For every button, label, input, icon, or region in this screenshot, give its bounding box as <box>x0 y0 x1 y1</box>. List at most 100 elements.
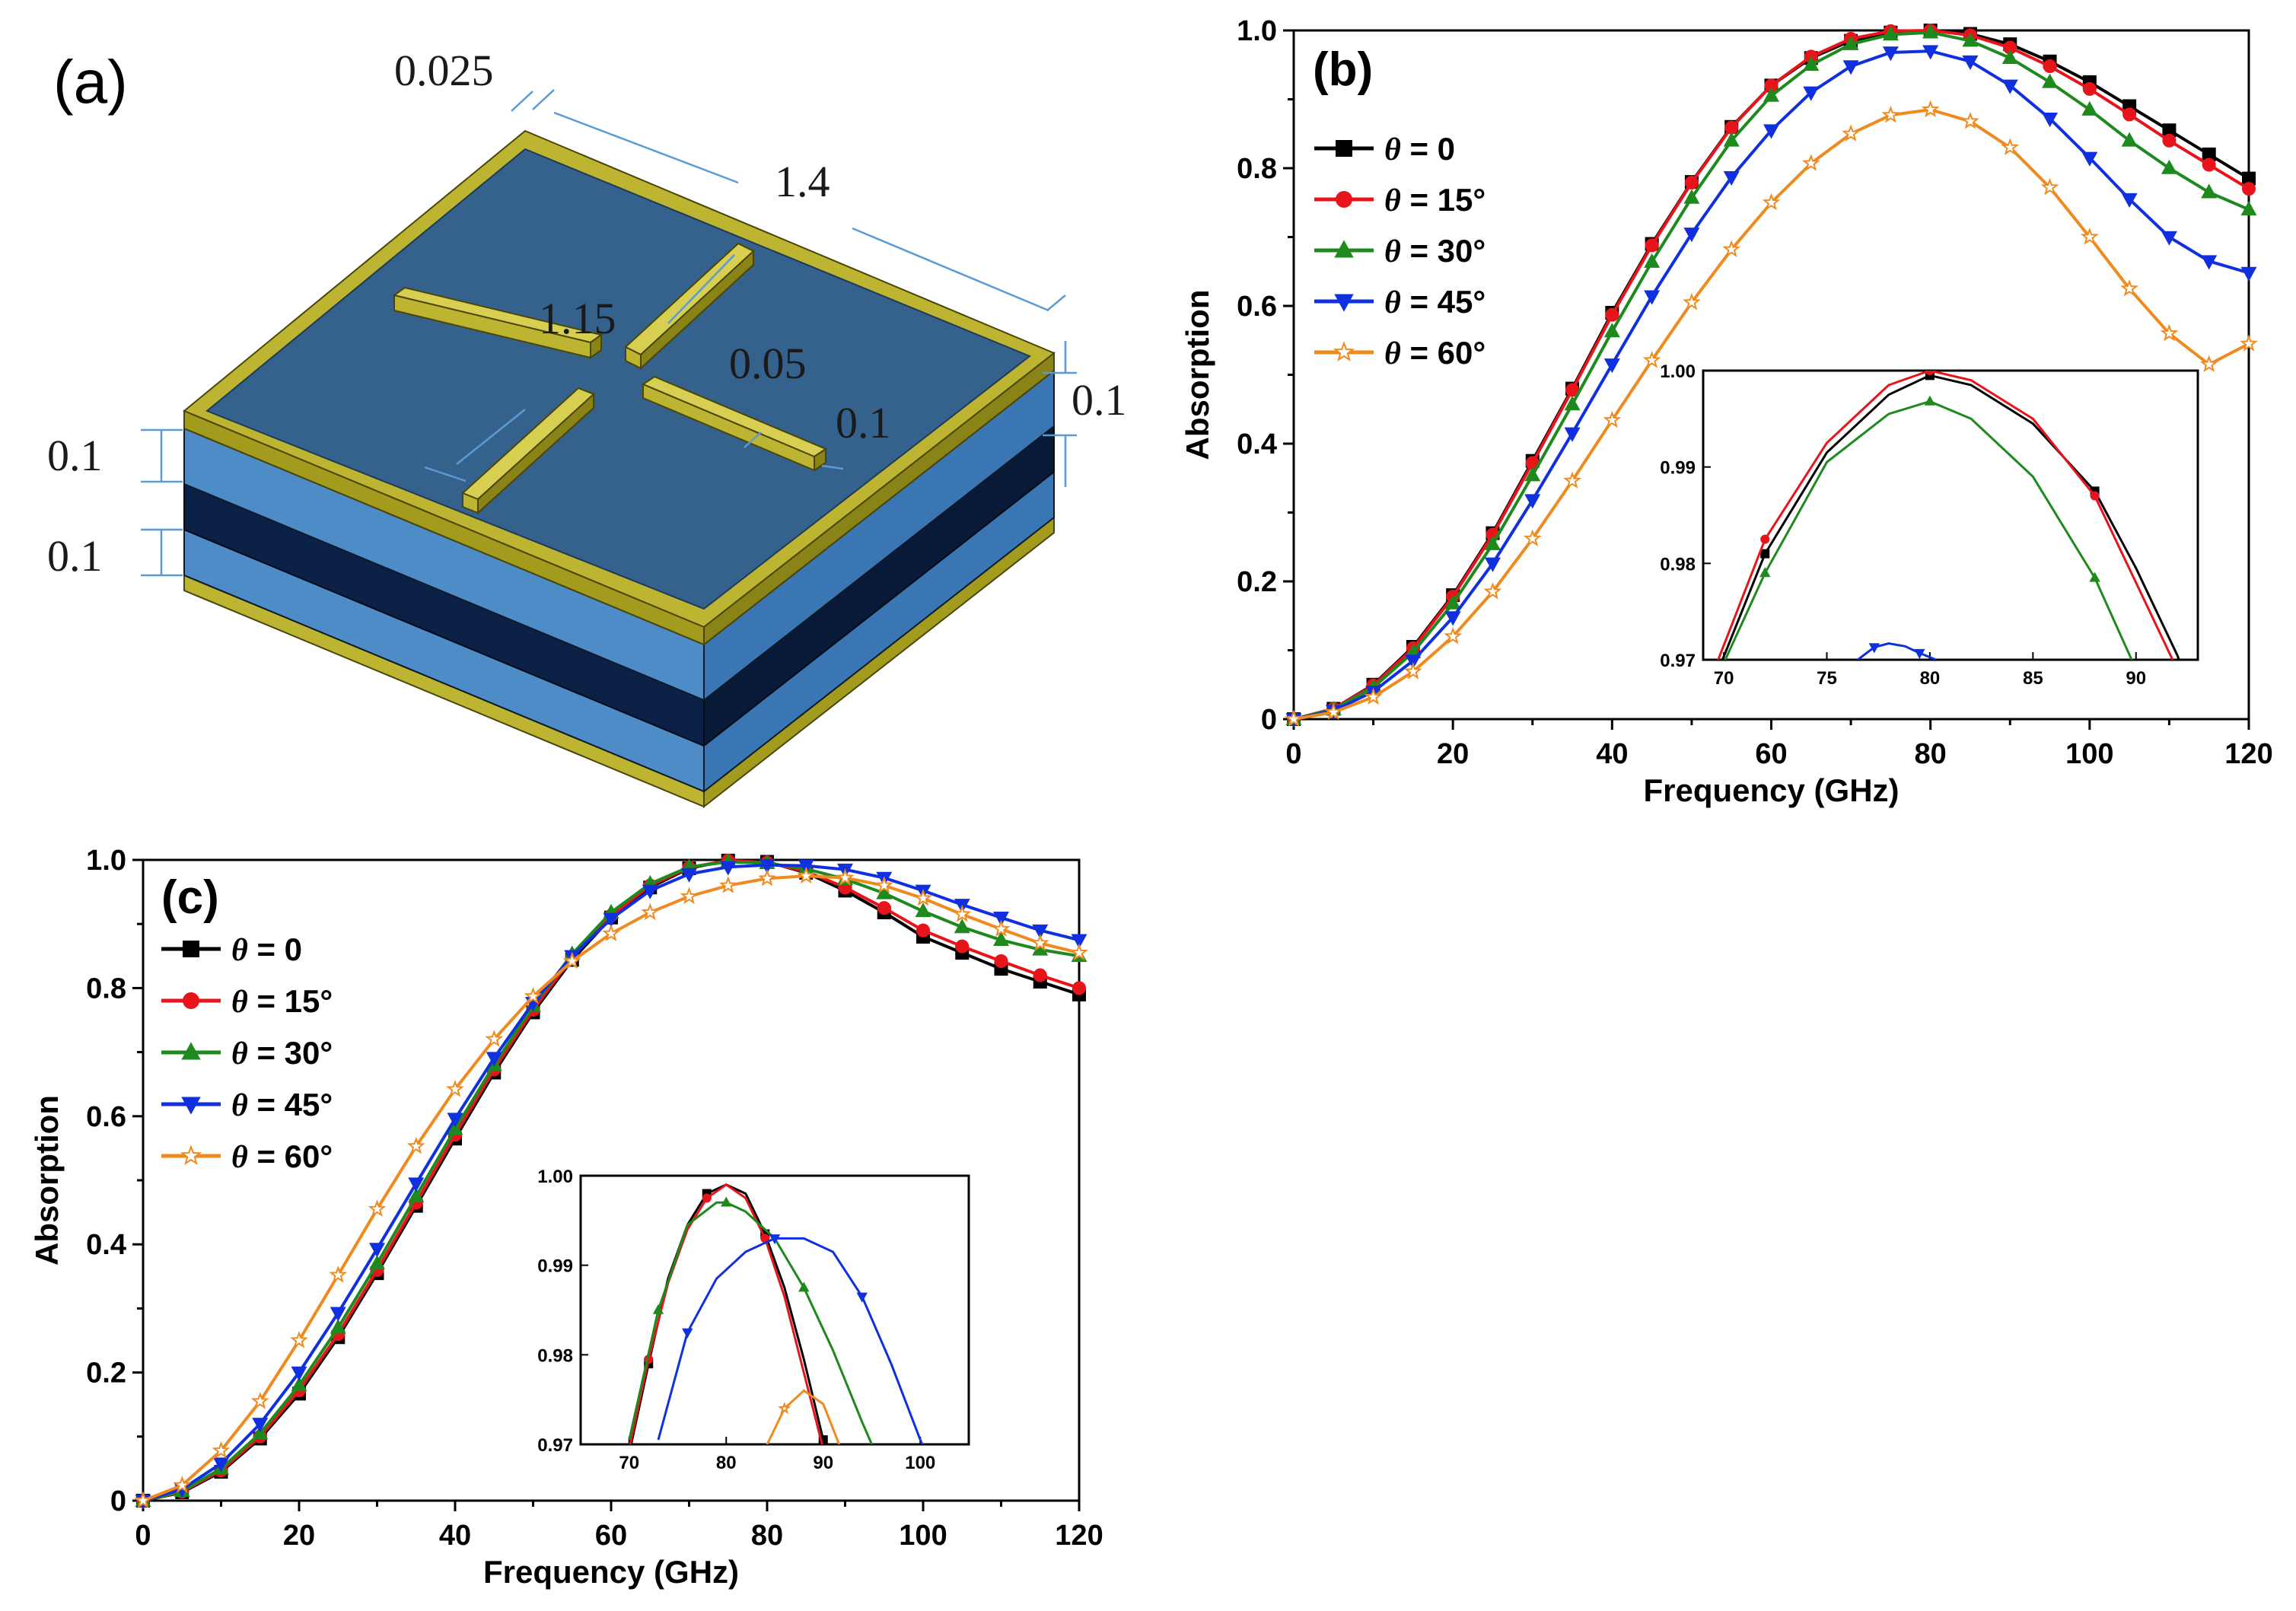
data-point <box>2121 132 2138 147</box>
data-point <box>914 889 932 906</box>
inset-series-line <box>1717 371 2174 660</box>
data-point <box>1842 60 1859 75</box>
dim-period: 1.4 <box>775 157 830 206</box>
gold-bar-top <box>624 242 755 371</box>
dim-bar-width: 0.1 <box>836 398 891 447</box>
data-point <box>2120 279 2139 297</box>
inset-frame <box>1702 369 2199 661</box>
data-point <box>1033 968 1047 982</box>
data-point <box>408 1177 425 1192</box>
data-point <box>252 1425 269 1440</box>
inset-y-tick-label: 0.99 <box>1660 458 1696 479</box>
data-point <box>2240 334 2258 352</box>
data-point <box>406 1136 425 1154</box>
data-point <box>1962 32 1979 47</box>
inset-y-tick-label: 0.97 <box>537 1435 573 1456</box>
data-point <box>1405 654 1422 670</box>
data-point <box>1071 934 1087 949</box>
dim-bar-length: 1.15 <box>539 294 616 343</box>
data-point <box>2080 227 2099 245</box>
data-point <box>1763 87 1779 102</box>
inset-x-tick-label: 90 <box>813 1453 833 1473</box>
inset-data-point <box>887 1485 896 1492</box>
inset-data-point <box>2194 704 2202 712</box>
data-point <box>290 1331 308 1348</box>
inset-data-point <box>682 1328 693 1339</box>
inset-series-line <box>766 1389 841 1444</box>
legend-marker <box>1335 191 1353 208</box>
data-point <box>2081 100 2098 116</box>
data-point <box>720 861 737 876</box>
gold-bar-left <box>392 286 603 359</box>
x-tick-label: 120 <box>2224 738 2272 770</box>
data-point <box>718 876 737 893</box>
chart-panel-b: 0 20 40 60 80 100 120 0 0.2 0.4 0.6 0.8 1.0 Frequency… <box>1180 15 2273 808</box>
data-point <box>954 919 970 934</box>
data-point <box>2121 193 2138 208</box>
data-point <box>1603 323 1620 338</box>
data-point <box>2162 123 2177 138</box>
dim-metal-height: 0.1 <box>1072 375 1127 425</box>
inset-data-point <box>839 1449 848 1457</box>
data-point <box>2202 147 2216 161</box>
legend-label: θ = 15° <box>1384 182 1486 218</box>
inset-data-point <box>778 1401 791 1415</box>
legend-marker <box>181 1097 201 1115</box>
inset-data-point <box>1914 648 1925 659</box>
data-point <box>916 923 931 938</box>
data-point <box>250 1391 269 1409</box>
inset-data-point <box>1925 371 1935 375</box>
y-tick-label: 0.6 <box>86 1101 126 1133</box>
data-point <box>2240 201 2257 216</box>
legend-label: θ = 45° <box>1384 284 1486 320</box>
y-tick-label: 0 <box>1261 704 1277 736</box>
legend-value: = 15° <box>1401 182 1486 218</box>
legend-value: = 60° <box>248 1138 333 1174</box>
inset-data-point <box>702 1193 712 1203</box>
legend-symbol: θ <box>231 1036 248 1071</box>
data-point <box>2043 59 2057 73</box>
data-point <box>447 1120 463 1135</box>
data-point <box>1644 290 1661 305</box>
inset-data-point <box>2090 491 2100 501</box>
data-point <box>1444 626 1463 645</box>
series-4 <box>1285 100 2258 727</box>
data-point <box>603 912 619 928</box>
y-tick-label: 0.8 <box>86 973 126 1004</box>
data-point <box>1722 240 1741 257</box>
legend-value: = 60° <box>1401 335 1486 371</box>
gold-bar-bottom <box>461 387 595 515</box>
panel-a: (a) <box>47 46 1127 809</box>
inset-y-tick-label: 0.98 <box>1660 554 1696 575</box>
legend-marker <box>1336 140 1352 157</box>
data-point <box>486 1052 502 1067</box>
data-point <box>1524 466 1541 482</box>
data-point <box>1642 350 1661 368</box>
inset-x-tick-label: 100 <box>905 1453 935 1473</box>
legend-value: = 0 <box>248 931 302 967</box>
data-point <box>252 1418 269 1433</box>
legend-value: = 15° <box>248 983 333 1019</box>
data-point <box>759 858 775 874</box>
inset-x-tick-label: 70 <box>619 1453 639 1473</box>
y-axis-label: Absorption <box>1180 290 1215 460</box>
inset-series-line <box>1857 642 1937 660</box>
inset-data-point <box>652 1304 664 1314</box>
data-point <box>1484 557 1501 572</box>
legend-marker <box>181 1042 201 1060</box>
x-tick-label: 80 <box>1915 738 1947 770</box>
dim-gap: 0.05 <box>729 339 807 388</box>
y-tick-label: 0.8 <box>1237 153 1277 185</box>
data-point <box>2003 40 2017 55</box>
data-point <box>369 1255 385 1270</box>
x-tick-label: 60 <box>1755 738 1787 770</box>
data-point <box>1523 529 1542 547</box>
data-point <box>798 859 814 874</box>
data-point <box>1882 26 1899 41</box>
data-point <box>330 1307 346 1322</box>
gold-bar-right <box>641 375 828 472</box>
y-tick-label: 0.2 <box>86 1358 126 1390</box>
series-3 <box>1285 45 2257 728</box>
legend-marker <box>1334 294 1354 312</box>
